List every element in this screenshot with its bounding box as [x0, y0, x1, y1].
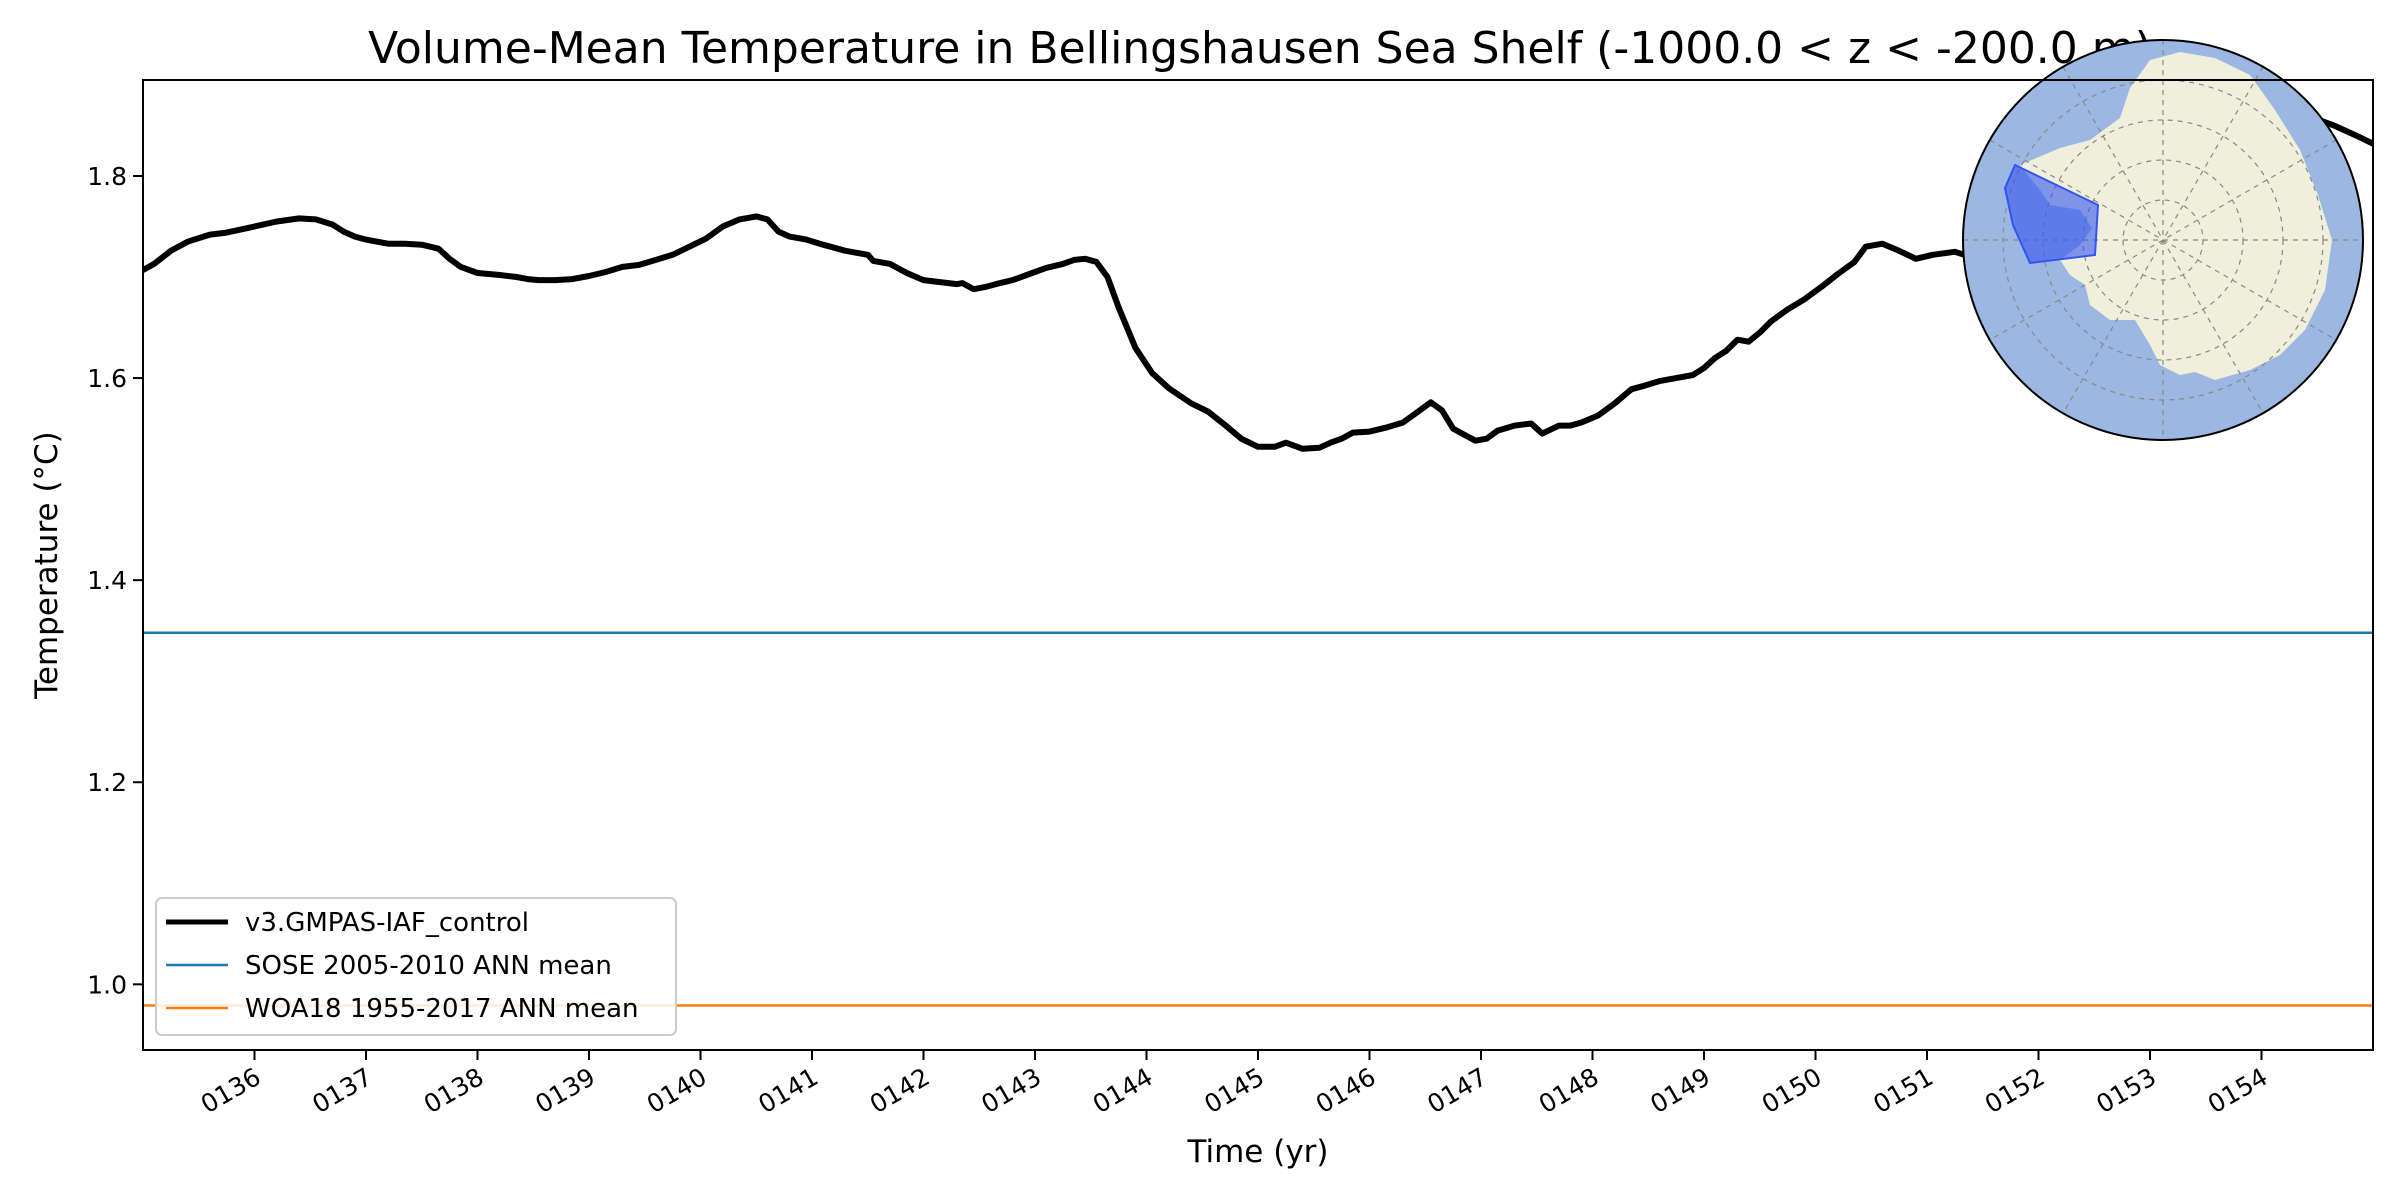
series-line-model	[143, 112, 2373, 452]
y-tick-label: 1.2	[87, 768, 127, 797]
x-tick-label: 0151	[1868, 1062, 1938, 1119]
legend: v3.GMPAS-IAF_control SOSE 2005-2010 ANN …	[155, 897, 677, 1036]
chart-title: Volume-Mean Temperature in Bellingshause…	[368, 23, 2152, 74]
x-tick-label: 0138	[419, 1062, 489, 1119]
x-tick-label: 0139	[530, 1062, 600, 1119]
x-tick-label: 0152	[1980, 1062, 2050, 1119]
legend-label-woa18: WOA18 1955-2017 ANN mean	[245, 994, 639, 1024]
y-tick-label: 1.4	[87, 566, 127, 595]
map-highlight-region	[2003, 163, 2100, 265]
x-tick-label: 0142	[865, 1062, 935, 1119]
x-tick-label: 0146	[1311, 1062, 1381, 1119]
x-axis-label: Time (yr)	[1187, 1134, 1329, 1170]
map-land-antarctica	[2020, 52, 2332, 380]
x-tick-label: 0153	[2091, 1062, 2161, 1119]
x-tick-label: 0140	[642, 1062, 712, 1119]
x-tick-label: 0147	[1422, 1062, 1492, 1119]
map-meridian	[1989, 139, 2337, 341]
legend-label-model: v3.GMPAS-IAF_control	[245, 908, 529, 938]
y-axis-label: Temperature (°C)	[29, 431, 65, 700]
y-tick-label: 1.8	[87, 162, 127, 191]
x-tick-label: 0154	[2203, 1062, 2273, 1119]
x-tick-label: 0136	[196, 1062, 266, 1119]
x-tick-label: 0141	[753, 1062, 823, 1119]
y-tick-label: 1.0	[87, 970, 127, 999]
x-tick-label: 0145	[1199, 1062, 1269, 1119]
x-tick-label: 0149	[1645, 1062, 1715, 1119]
inset-antarctica-map	[1962, 39, 2364, 441]
y-tick-label: 1.6	[87, 364, 127, 393]
x-tick-label: 0150	[1757, 1062, 1827, 1119]
x-tick-label: 0143	[976, 1062, 1046, 1119]
x-tick-label: 0148	[1534, 1062, 1604, 1119]
map-border	[1962, 39, 2364, 441]
x-axis: 0136 0137 0138 0139 0140 0141 0142 0143 0144 0145…	[196, 1050, 2273, 1119]
x-tick-label: 0137	[307, 1062, 377, 1119]
x-tick-label: 0144	[1088, 1062, 1158, 1119]
y-axis: 1.0 1.2 1.4 1.6 1.8	[87, 162, 143, 999]
legend-box	[155, 897, 677, 1036]
legend-label-sose: SOSE 2005-2010 ANN mean	[245, 951, 612, 981]
